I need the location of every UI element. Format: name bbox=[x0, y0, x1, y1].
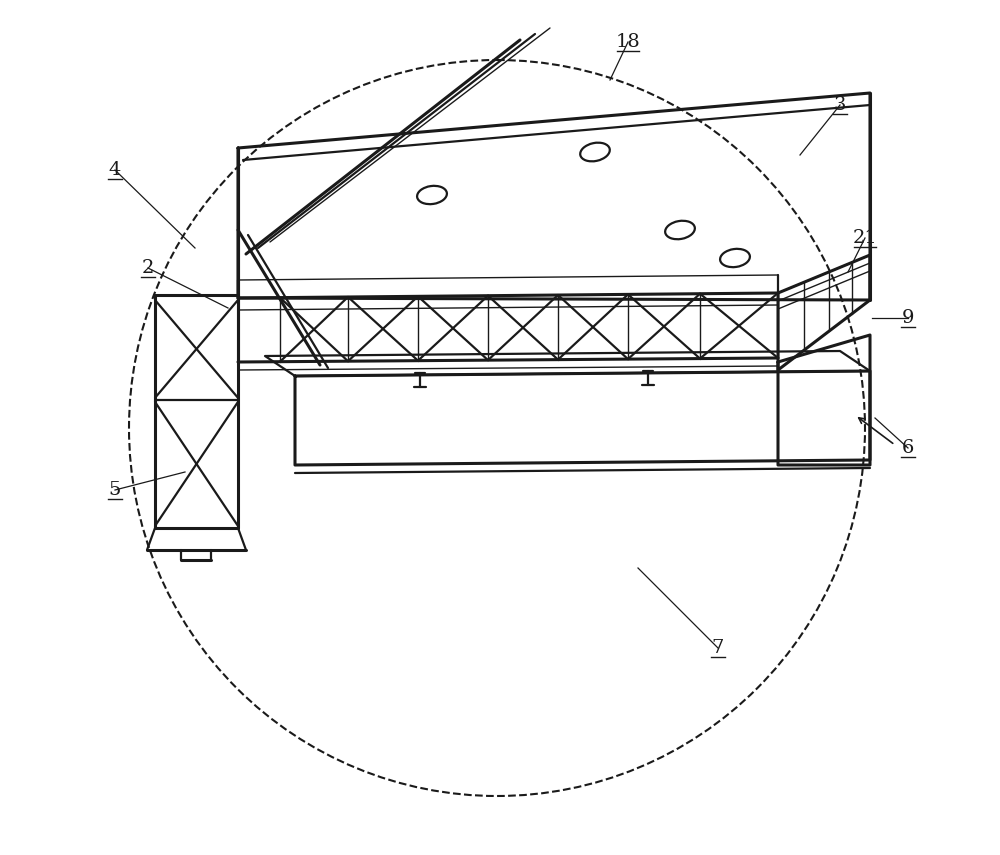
Text: 6: 6 bbox=[902, 439, 914, 457]
Text: 21: 21 bbox=[853, 229, 877, 247]
Text: 18: 18 bbox=[616, 33, 640, 51]
Text: 3: 3 bbox=[834, 96, 846, 114]
Text: 2: 2 bbox=[142, 259, 154, 277]
Text: 4: 4 bbox=[109, 161, 121, 179]
Text: 7: 7 bbox=[712, 639, 724, 657]
Text: 5: 5 bbox=[109, 481, 121, 499]
Text: 9: 9 bbox=[902, 309, 914, 327]
